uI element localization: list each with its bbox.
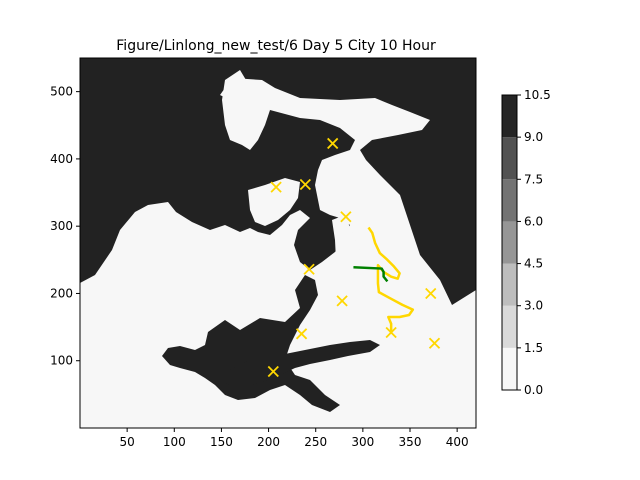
- sea-features: [222, 70, 372, 300]
- city-marker-stroke: [385, 326, 397, 339]
- y-tick-label: 300: [50, 219, 73, 233]
- city-marker: [299, 178, 311, 191]
- colorbar-segment: [502, 263, 517, 306]
- route-line-1: [367, 226, 415, 334]
- city-marker: [327, 137, 339, 150]
- city-marker: [385, 326, 397, 339]
- colorbar: 0.0 1.5 3.0 4.5 6.0 7.5 9.0 10.5: [501, 88, 551, 397]
- colorbar-segment: [502, 95, 517, 138]
- x-tick-label: 50: [120, 435, 135, 449]
- route-line-2: [353, 265, 389, 283]
- x-tick-label: 250: [304, 435, 327, 449]
- plot-frame: [79, 57, 477, 429]
- colorbar-tick-label: 9.0: [524, 130, 543, 144]
- colorbar-segment: [502, 347, 517, 390]
- x-tick-label: 200: [257, 435, 280, 449]
- city-marker-stroke: [270, 181, 282, 193]
- colorbar-tick-label: 10.5: [524, 88, 551, 102]
- y-tick-label: 100: [50, 354, 73, 368]
- city-marker-stroke: [303, 263, 315, 275]
- x-tick-label: 350: [399, 435, 422, 449]
- colorbar-tick-label: 3.0: [524, 299, 543, 313]
- city-marker-stroke: [295, 328, 308, 340]
- x-tick-label: 100: [163, 435, 186, 449]
- city-marker: [428, 337, 441, 349]
- central-channel: [332, 215, 372, 300]
- colorbar-segment: [502, 305, 517, 348]
- city-marker: [340, 211, 352, 223]
- southern-island: [225, 340, 380, 388]
- city-marker-stroke: [267, 365, 279, 378]
- city-marker: [336, 295, 348, 307]
- city-marker: [267, 365, 279, 378]
- city-markers: [267, 137, 441, 378]
- x-axis: 50 100 150 200 250 300 350 400: [120, 428, 469, 449]
- colorbar-segment: [502, 179, 517, 222]
- chart-title: Figure/Linlong_new_test/6 Day 5 City 10 …: [116, 38, 436, 54]
- colorbar-segment: [502, 137, 517, 180]
- y-tick-label: 400: [50, 152, 73, 166]
- city-marker-stroke: [299, 178, 311, 191]
- colorbar-frame: [501, 94, 518, 391]
- x-tick-label: 400: [446, 435, 469, 449]
- city-marker: [295, 328, 308, 340]
- colorbar-tick-label: 4.5: [524, 257, 543, 271]
- colorbar-tick-label: 1.5: [524, 341, 543, 355]
- y-tick-label: 200: [50, 286, 73, 300]
- city-marker-stroke: [336, 295, 348, 307]
- x-tick-label: 300: [351, 435, 374, 449]
- colorbar-segment: [502, 221, 517, 264]
- central-landmass: [162, 275, 340, 412]
- city-marker-stroke: [340, 211, 352, 223]
- route-lines: [353, 226, 415, 334]
- colorbar-tick-label: 7.5: [524, 172, 543, 186]
- city-marker: [270, 181, 282, 193]
- colorbar-tick-label: 6.0: [524, 214, 543, 228]
- city-marker: [425, 287, 437, 300]
- colorbar-tick-label: 0.0: [524, 383, 543, 397]
- city-marker-stroke: [425, 287, 437, 300]
- city-marker: [303, 263, 315, 275]
- western-bay: [248, 178, 300, 226]
- y-tick-label: 500: [50, 85, 73, 99]
- northern-bay: [222, 70, 270, 150]
- plot-area: [79, 57, 477, 429]
- y-axis: 100 200 300 400 500: [50, 85, 80, 368]
- city-marker-stroke: [428, 337, 441, 349]
- x-tick-label: 150: [210, 435, 233, 449]
- city-marker-stroke: [327, 137, 339, 150]
